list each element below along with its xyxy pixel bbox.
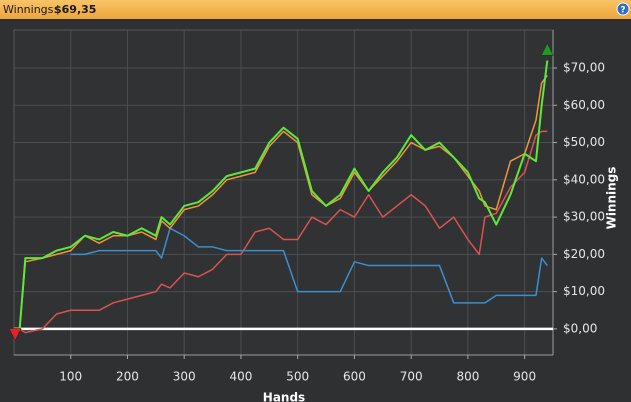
y-tick-label: $70,00 xyxy=(563,61,605,75)
y-tick-label: $20,00 xyxy=(563,247,605,261)
header-bar xyxy=(0,0,631,19)
x-axis-title: Hands xyxy=(263,391,305,402)
x-tick-label: 100 xyxy=(59,370,82,384)
help-icon[interactable] xyxy=(616,2,630,16)
series-line xyxy=(14,75,548,330)
header-label: Winnings: xyxy=(3,3,57,16)
y-axis-title: Winnings xyxy=(605,167,619,230)
x-tick-label: 600 xyxy=(343,370,366,384)
x-tick-label: 200 xyxy=(116,370,139,384)
y-tick-label: $40,00 xyxy=(563,172,605,186)
x-tick-label: 300 xyxy=(173,370,196,384)
marker xyxy=(540,42,554,56)
x-tick-label: 500 xyxy=(286,370,309,384)
x-tick-label: 800 xyxy=(456,370,479,384)
y-tick-label: $30,00 xyxy=(563,210,605,224)
y-tick-label: $50,00 xyxy=(563,135,605,149)
marker xyxy=(8,328,22,342)
help-text[interactable]: ? xyxy=(620,6,625,16)
y-tick-label: $60,00 xyxy=(563,98,605,112)
y-tick-label: $10,00 xyxy=(563,284,605,298)
x-tick-label: 700 xyxy=(400,370,423,384)
series-line xyxy=(70,227,548,304)
header-value: $69,35 xyxy=(54,3,96,16)
y-tick-label: $0,00 xyxy=(563,321,597,335)
x-tick-label: 400 xyxy=(229,370,252,384)
plot-area xyxy=(13,29,554,356)
series-line xyxy=(14,130,548,334)
x-tick-label: 900 xyxy=(513,370,536,384)
series-line xyxy=(14,60,549,330)
